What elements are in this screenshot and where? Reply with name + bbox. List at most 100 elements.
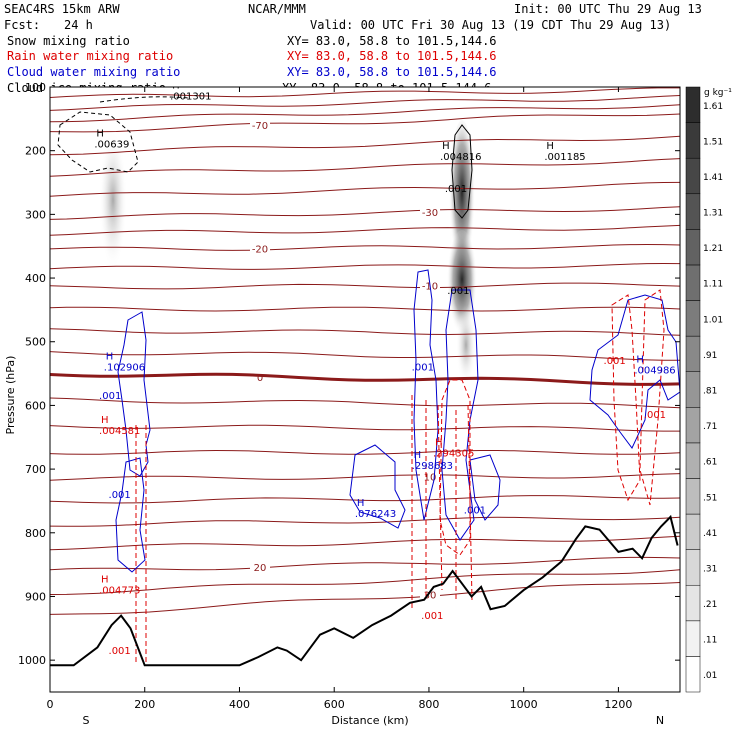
maximum-value-label: .001 [604, 356, 626, 367]
maximum-marker-h: H [101, 415, 109, 426]
isotherm-label: -70 [252, 121, 268, 132]
colorbar-label: .81 [703, 387, 717, 397]
isotherm-line [50, 158, 680, 177]
maximum-value-label: .294305 [433, 448, 474, 459]
snow-contour-top [99, 96, 191, 103]
rain-contour-core-envelope [439, 379, 471, 556]
isotherm-line [50, 87, 680, 98]
shading-ice-column [456, 305, 476, 385]
colorbar-label: .31 [703, 564, 717, 574]
isotherm-line [50, 351, 680, 361]
shading-snow-south [99, 130, 127, 270]
field-xy-cloud: XY= 83.0, 58.8 to 101.5,144.6 [287, 65, 497, 79]
snow-contour-core [451, 124, 473, 219]
maximum-value-label: .001 [109, 490, 131, 501]
field-name-cloud: Cloud water mixing ratio [7, 65, 180, 79]
isotherm-line [50, 306, 680, 312]
x-tick-label: 1000 [510, 698, 538, 711]
y-tick-label: 600 [25, 399, 46, 412]
endpoint-north: N [656, 714, 664, 727]
terrain-line [50, 514, 679, 667]
maximum-value-label: .001 [412, 362, 434, 373]
cloud-contour-north [589, 294, 680, 449]
x-tick-label: 600 [324, 698, 345, 711]
init-time: Init: 00 UTC Thu 29 Aug 13 [514, 2, 702, 16]
x-tick-label: 1200 [604, 698, 632, 711]
maximum-value-label: .076243 [355, 509, 396, 520]
colorbar-segment [685, 229, 701, 266]
colorbar-label: .51 [703, 493, 717, 503]
y-tick-label: 1000 [18, 654, 46, 667]
cloud-contour-core-east [441, 289, 479, 541]
y-tick-label: 400 [25, 272, 46, 285]
colorbar-segment [685, 157, 701, 195]
colorbar-label: 1.41 [703, 173, 723, 183]
isotherm-line [50, 449, 680, 455]
isotherm-line [50, 224, 680, 236]
colorbar-segment [685, 300, 701, 337]
colorbar-segment [685, 86, 701, 123]
freezing-level-layer [50, 372, 680, 386]
maximum-value-label: .001 [421, 611, 443, 622]
colorbar-segment [685, 122, 701, 159]
colorbar-label: 1.21 [703, 244, 723, 254]
maximum-value-label: .001185 [544, 152, 585, 163]
isotherm-line [50, 582, 680, 615]
isotherm-line [50, 328, 680, 336]
colorbar-label: .91 [703, 351, 717, 361]
maximum-marker-h: H [96, 129, 104, 140]
isotherm-label: -30 [422, 208, 438, 219]
isotherm-label-bg [420, 205, 440, 217]
y-tick-label: 300 [25, 208, 46, 221]
x-tick-label: 0 [47, 698, 54, 711]
isotherm-line [50, 206, 680, 220]
rain-contour-north-west [611, 294, 641, 502]
endpoint-south: S [83, 714, 90, 727]
isotherm-line [50, 282, 680, 290]
y-axis-label: Pressure (hPa) [4, 356, 17, 435]
isotherm-label-bg [420, 588, 440, 600]
colorbar-label: 1.11 [703, 280, 723, 290]
field-xy-snow: XY= 83.0, 58.8 to 101.5,144.6 [287, 34, 497, 48]
isotherm-line [50, 397, 680, 409]
colorbar-segment [685, 371, 701, 408]
colorbar-label: .61 [703, 458, 717, 468]
isotherm-line [50, 516, 680, 527]
maximum-marker-h: H [442, 141, 450, 152]
maximum-value-label: .298683 [412, 461, 453, 472]
field-xy-rain: XY= 83.0, 58.8 to 101.5,144.6 [287, 49, 497, 63]
rain-water-contours [135, 289, 665, 665]
isotherm-line [50, 262, 680, 270]
y-tick-label: 900 [25, 590, 46, 603]
maximum-marker-h: H [357, 498, 365, 509]
cloud-contour-mid [349, 444, 406, 529]
freezing-level-line [50, 372, 680, 386]
isotherm-line [50, 181, 680, 197]
y-tick-label: 100 [25, 81, 46, 94]
field-name-rain: Rain water mixing ratio [7, 49, 173, 63]
x-axis-label: Distance (km) [331, 714, 408, 727]
colorbar-unit: g kg⁻¹ [704, 88, 732, 98]
maximum-value-label: .001 [447, 286, 469, 297]
maximum-value-label: .102906 [104, 362, 145, 373]
forecast-label: Fcst: [4, 18, 40, 32]
isotherm-line [50, 243, 680, 251]
cloud-contour-core-south [469, 454, 501, 521]
colorbar-segment [685, 335, 701, 372]
isotherm-label: 0 [257, 373, 263, 384]
maxima-labels: H.00639H.001301H.004816H.001185.001.001H… [94, 81, 675, 657]
colorbar-label: 1.61 [703, 102, 723, 112]
maximum-marker-h: H [172, 81, 180, 92]
maximum-value-label: .001 [99, 391, 121, 402]
colorbar-segment [685, 620, 701, 657]
plot-frame [49, 86, 681, 693]
rain-contour-north-east [639, 289, 665, 506]
maximum-value-label: .004986 [634, 366, 675, 377]
maximum-value-label: .001 [464, 506, 486, 517]
colorbar-label: 1.01 [703, 315, 723, 325]
y-tick-label: 500 [25, 336, 46, 349]
maximum-marker-h: H [636, 355, 644, 366]
isotherm-line [50, 135, 680, 156]
